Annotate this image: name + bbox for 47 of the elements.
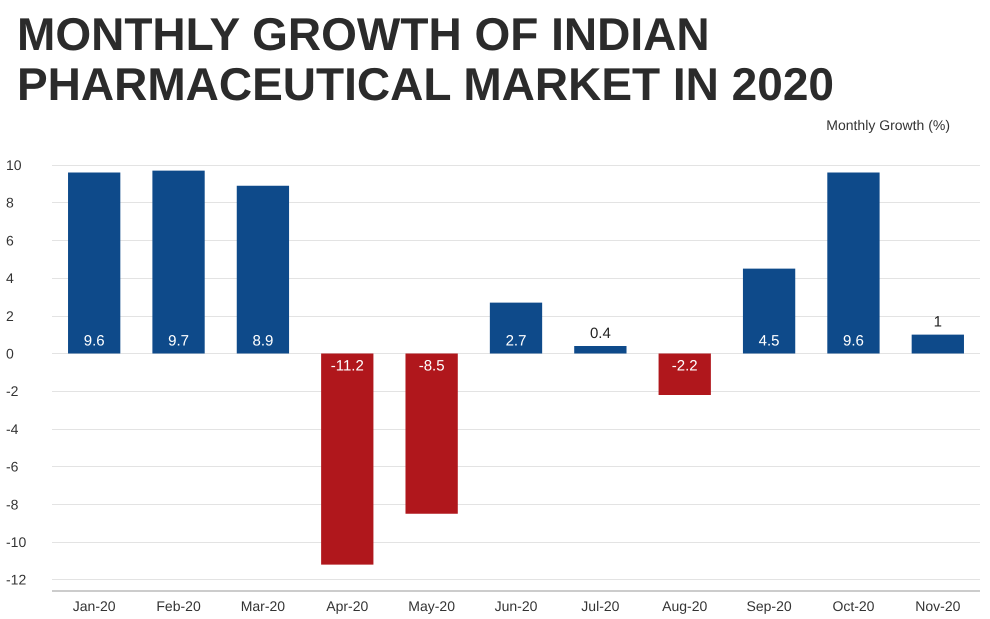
x-tick-label: Jun-20 [494,598,538,614]
bar [827,172,880,354]
y-tick-label: -4 [6,420,19,437]
y-tick-label: 0 [6,345,14,362]
x-tick-label: Sep-20 [746,598,792,614]
y-tick-label: 8 [6,194,14,211]
bar [152,170,205,354]
x-tick-label: Jan-20 [72,598,116,614]
y-tick-label: -2 [6,383,19,400]
bar [321,353,374,565]
data-label: 8.9 [252,332,274,350]
data-label: 0.4 [590,324,611,342]
data-label: -2.2 [672,357,698,374]
x-tick-label: Mar-20 [240,598,286,614]
y-tick-label: -8 [6,496,19,512]
bar [912,334,964,354]
data-label: -8.5 [418,357,445,374]
x-tick-label: Apr-20 [326,598,368,614]
bar [236,186,290,354]
data-label: -11.2 [330,357,364,374]
y-tick-label: -12 [6,572,26,588]
bar [574,346,627,354]
bar [68,172,120,354]
x-tick-label: Nov-20 [915,598,961,614]
data-label: 9.7 [168,332,189,350]
y-tick-label: 6 [6,232,14,248]
bar [742,268,796,354]
y-tick-label: -6 [6,458,19,475]
x-tick-label: Aug-20 [662,598,708,614]
data-label: 1 [934,314,942,331]
y-axis-title: Monthly Growth (%) [826,117,950,133]
data-label: 2.7 [506,332,526,350]
bar [405,353,458,514]
y-tick-label: -10 [6,534,26,550]
bar [658,353,711,395]
y-tick-label: 4 [6,270,14,286]
x-tick-label: Feb-20 [156,598,201,614]
chart-title: MONTHLY GROWTH OF INDIAN PHARMACEUTICAL MARKET IN 2020 [17,8,834,110]
data-label: 9.6 [843,332,864,350]
y-tick-label: 2 [6,308,14,324]
x-tick-label: Jul-20 [581,598,620,614]
x-tick-label: May-20 [408,598,456,614]
x-tick-label: Oct-20 [832,598,875,614]
data-label: 4.5 [758,332,780,350]
y-tick-label: 10 [6,157,22,173]
data-label: 9.6 [84,332,105,350]
bar [490,302,542,354]
